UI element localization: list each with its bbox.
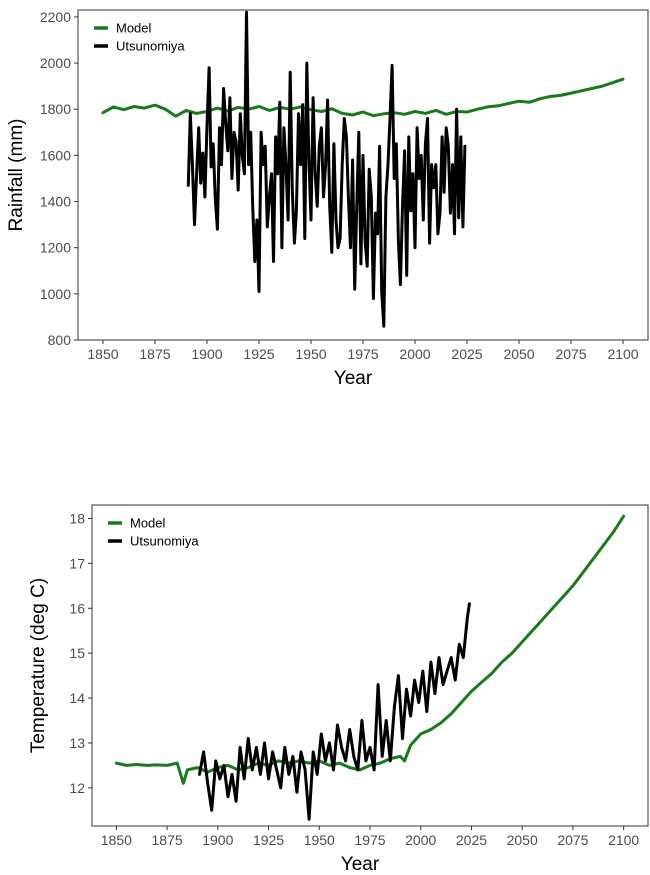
x-tick-label: 1900 xyxy=(191,346,222,362)
x-tick-label: 2000 xyxy=(399,346,430,362)
y-tick-label: 16 xyxy=(69,600,85,616)
y-tick-label: 1000 xyxy=(40,286,71,302)
x-tick-label: 1925 xyxy=(253,832,284,848)
x-tick-label: 1975 xyxy=(347,346,378,362)
series-line-model xyxy=(101,77,625,118)
y-tick-label: 1200 xyxy=(40,240,71,256)
y-tick-label: 13 xyxy=(69,735,85,751)
x-tick-label: 1900 xyxy=(202,832,233,848)
y-tick-label: 15 xyxy=(69,645,85,661)
x-tick-label: 1850 xyxy=(87,346,118,362)
x-tick-label: 2000 xyxy=(405,832,436,848)
y-tick-label: 14 xyxy=(69,690,85,706)
x-tick-label: 1850 xyxy=(101,832,132,848)
y-tick-label: 12 xyxy=(69,780,85,796)
y-tick-label: 800 xyxy=(48,332,72,348)
y-tick-label: 1400 xyxy=(40,194,71,210)
x-tick-label: 1950 xyxy=(295,346,326,362)
legend-label-utsunomiya: Utsunomiya xyxy=(116,39,185,54)
x-tick-label: 2075 xyxy=(557,832,588,848)
legend-label-model: Model xyxy=(130,516,166,531)
x-tick-label: 2100 xyxy=(607,346,638,362)
series-line-utsunomiya xyxy=(186,10,467,328)
rainfall-chart: 1850 1875 1900 1925 1950 1975 2000 2025 2050 2075… xyxy=(6,9,649,389)
y-tick-label: 2200 xyxy=(40,9,71,25)
y-tick-label: 1800 xyxy=(40,101,71,117)
y-tick-label: 18 xyxy=(69,510,85,526)
x-axis-title: Year xyxy=(334,368,373,389)
x-tick-label: 2100 xyxy=(608,832,639,848)
x-axis-title: Year xyxy=(341,854,380,875)
y-axis-title: Rainfall (mm) xyxy=(6,119,27,232)
y-tick-label: 2000 xyxy=(40,55,71,71)
x-tick-label: 2050 xyxy=(503,346,534,362)
x-tick-label: 1875 xyxy=(139,346,170,362)
x-tick-label: 1875 xyxy=(152,832,183,848)
x-tick-label: 1950 xyxy=(304,832,335,848)
series-line-utsunomiya xyxy=(198,602,471,821)
y-axis-title: Temperature (deg C) xyxy=(28,578,49,753)
x-tick-label: 2050 xyxy=(507,832,538,848)
x-tick-label: 1975 xyxy=(354,832,385,848)
y-tick-label: 17 xyxy=(69,555,85,571)
legend-label-utsunomiya: Utsunomiya xyxy=(130,534,199,549)
x-tick-label: 2025 xyxy=(456,832,487,848)
x-tick-label: 1925 xyxy=(243,346,274,362)
temperature-chart: 1850 1875 1900 1925 1950 1975 2000 2025 2050 2075… xyxy=(28,504,649,875)
x-tick-label: 2075 xyxy=(555,346,586,362)
legend-label-model: Model xyxy=(116,21,152,36)
plot-panel xyxy=(91,504,649,827)
series-line-model xyxy=(114,514,626,785)
y-tick-label: 1600 xyxy=(40,147,71,163)
x-tick-label: 2025 xyxy=(451,346,482,362)
